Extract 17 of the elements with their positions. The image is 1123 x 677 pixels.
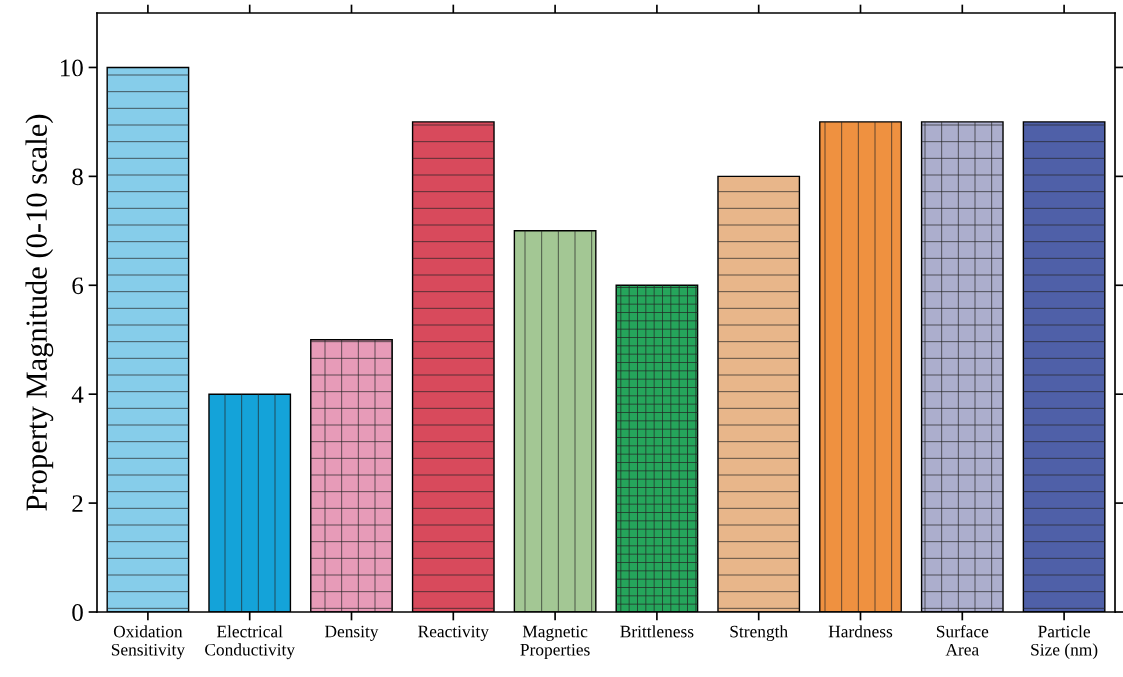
y-tick-label: 0	[72, 604, 83, 621]
x-tick-label: Particle Size (nm)	[1031, 625, 1098, 660]
x-tick-label: Brittleness	[620, 625, 694, 638]
x-tick-label: Strength	[730, 625, 788, 641]
x-tick-label: Hardness	[828, 625, 893, 638]
y-tick-label: 10	[61, 59, 83, 77]
x-tick-label: Density	[324, 625, 379, 641]
x-tick-label: Oxidation Sensitivity	[111, 625, 185, 660]
y-tick-label: 4	[71, 386, 84, 403]
y-tick-label: 8	[72, 168, 83, 186]
x-tick-label: Magnetic Properties	[520, 625, 590, 660]
y-axis-title: Property Magnitude (0-10 scale)	[25, 114, 54, 511]
x-tick-label: Electrical Conductivity	[205, 625, 295, 660]
x-tick-label: Surface Area	[936, 625, 989, 656]
y-tick-label: 6	[72, 277, 84, 295]
y-tick-label: 2	[72, 495, 83, 512]
x-tick-label: Reactivity	[418, 625, 489, 641]
